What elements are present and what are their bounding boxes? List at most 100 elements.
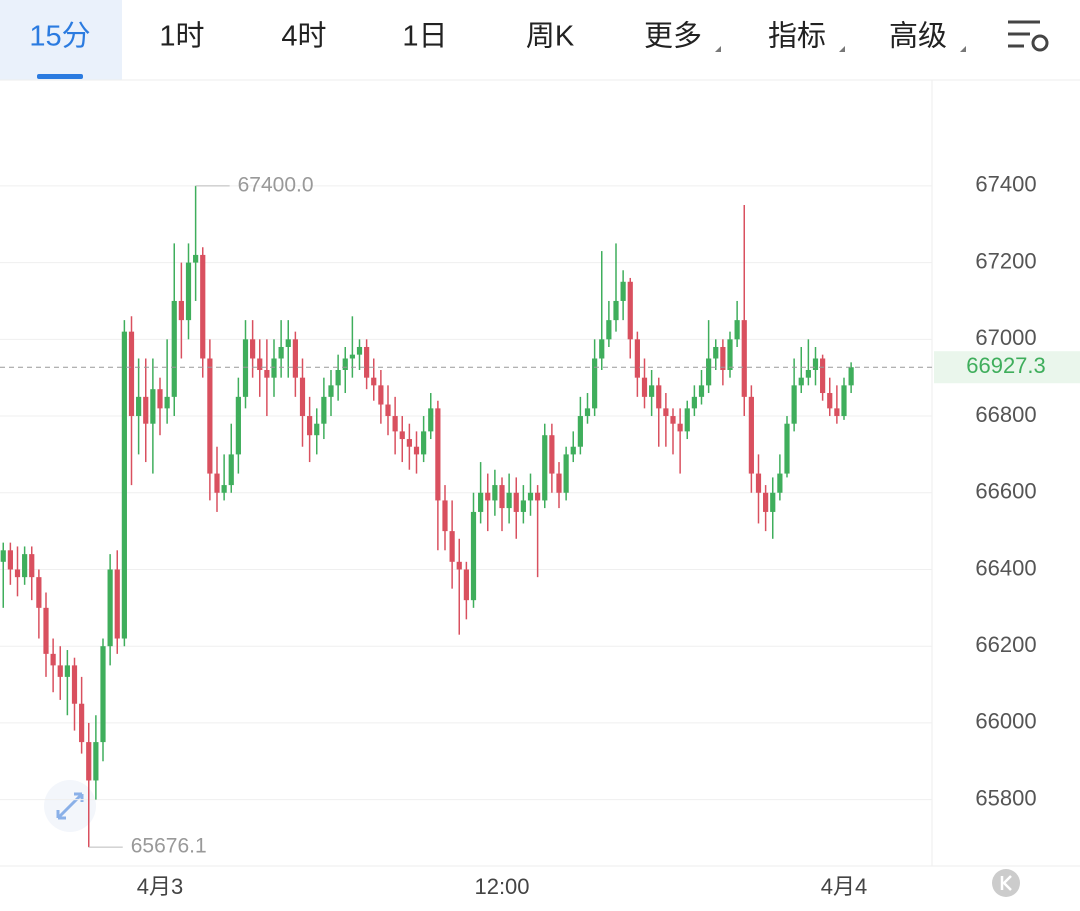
tab-menu-icon[interactable] [1008, 20, 1049, 52]
candle-body [435, 408, 441, 501]
candle-body [741, 320, 747, 397]
candle-body [64, 665, 70, 677]
candle-body [763, 492, 769, 512]
candle-body [684, 408, 690, 432]
candle-body [250, 339, 256, 359]
tab[interactable]: 指标 [768, 20, 826, 53]
tab[interactable]: 周K [526, 21, 575, 53]
candle-body [200, 254, 206, 359]
candle-body [36, 577, 42, 608]
toolbar [0, 0, 1080, 80]
candle-body [278, 346, 284, 359]
candle-body [677, 423, 683, 432]
candle-body [79, 703, 85, 743]
candle-body [691, 396, 697, 409]
candle-body [791, 385, 797, 424]
candle-body [599, 339, 605, 359]
low-label: 65676.1 [131, 835, 207, 858]
candle-body [827, 393, 833, 409]
candle-body [136, 396, 142, 417]
candle-body [563, 454, 569, 493]
candle-body [748, 396, 754, 474]
candle-body [549, 435, 555, 474]
candle-body [777, 473, 783, 493]
candle-body [698, 385, 705, 397]
candle-body [406, 439, 412, 447]
candle-body [271, 358, 277, 378]
candle-body [121, 331, 127, 639]
y-tick-label: 65800 [975, 785, 1036, 810]
x-tick-label: 4月4 [821, 874, 867, 899]
candle-body [342, 358, 348, 371]
candle-body [820, 358, 826, 394]
candle-body [228, 454, 234, 486]
candle-body [14, 569, 21, 578]
candle-body [214, 473, 220, 493]
candle-body [770, 492, 776, 512]
candle-body [520, 500, 526, 512]
candle-body [292, 339, 298, 378]
y-tick-label: 66000 [975, 709, 1036, 734]
candle-body [812, 358, 819, 371]
x-tick-label: 12:00 [474, 874, 529, 899]
candle-body [371, 377, 377, 386]
tab[interactable]: 4时 [281, 20, 326, 53]
candle-body [592, 358, 598, 409]
candle-body [107, 569, 113, 647]
candle-body [285, 339, 291, 347]
y-tick-label: 66800 [975, 402, 1036, 427]
candle-body [157, 389, 163, 409]
candle-body [428, 408, 434, 432]
tab-dropdown-arrow [839, 46, 845, 52]
candle-body [114, 569, 120, 639]
candle-body [50, 653, 56, 666]
candle-body [178, 300, 184, 321]
candle-body [86, 742, 92, 781]
candle-body [584, 408, 591, 417]
tab[interactable]: 15分 [29, 21, 90, 53]
tab[interactable]: 1日 [402, 21, 447, 53]
y-tick-label: 67200 [975, 248, 1036, 273]
candle-body [805, 370, 811, 378]
candle-body [321, 396, 327, 424]
candle-body [0, 550, 6, 562]
tab[interactable]: 1时 [159, 20, 204, 53]
high-label: 67400.0 [238, 173, 314, 196]
candle-body [470, 511, 477, 601]
candle-body [29, 554, 35, 578]
candle-body [171, 300, 177, 397]
candle-body [570, 446, 576, 455]
expand-button[interactable] [44, 780, 96, 832]
candle-body [649, 385, 655, 397]
candle-body [641, 377, 648, 397]
candle-body [378, 385, 384, 405]
candle-body [235, 396, 241, 455]
candle-body [242, 339, 249, 397]
candle-body [542, 435, 548, 501]
y-tick-label: 67400 [975, 172, 1036, 197]
candle-body [734, 320, 740, 340]
candle-body [720, 346, 726, 371]
tab-dropdown-arrow [715, 46, 721, 52]
candle-body [7, 550, 13, 570]
tab[interactable]: 高级 [889, 20, 947, 53]
tab-selected-bg [0, 0, 122, 80]
candle-body [634, 339, 640, 378]
candle-body [706, 358, 712, 386]
candle-body [670, 416, 676, 424]
y-tick-label: 66400 [975, 555, 1036, 580]
candle-body [656, 385, 662, 409]
candle-body [613, 300, 619, 321]
candle-body [264, 370, 270, 378]
tab[interactable]: 更多 [644, 20, 702, 53]
candle-body [328, 385, 334, 397]
candle-body [93, 742, 99, 781]
candle-body [513, 492, 519, 512]
scroll-end-button[interactable] [992, 869, 1020, 897]
candle-body [784, 423, 790, 474]
candle-body [798, 377, 804, 386]
candle-body [314, 423, 320, 436]
candle-body [392, 416, 398, 432]
candle-body [463, 569, 469, 601]
